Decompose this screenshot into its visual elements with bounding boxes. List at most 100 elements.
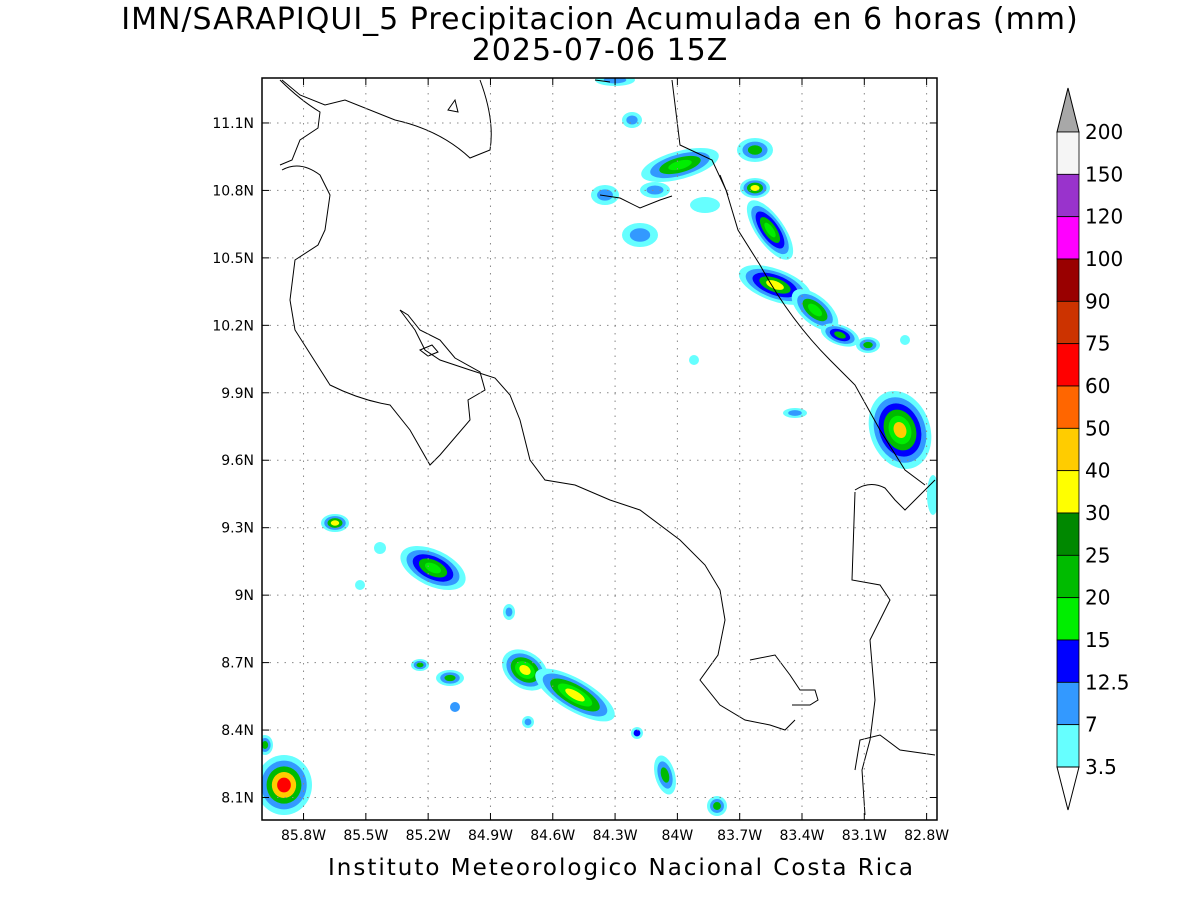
precip-contour bbox=[626, 115, 638, 125]
precip-cell bbox=[856, 337, 880, 353]
lon-tick-label: 83.1W bbox=[842, 828, 887, 844]
legend-swatch bbox=[1056, 681, 1080, 726]
precip-contour bbox=[444, 674, 456, 682]
legend-label: 75 bbox=[1085, 332, 1110, 356]
legend-label: 60 bbox=[1085, 374, 1110, 398]
precip-contour bbox=[374, 542, 386, 554]
precip-cell bbox=[791, 289, 839, 331]
precip-contour bbox=[330, 520, 340, 526]
precip-cell bbox=[900, 335, 910, 345]
burica-peninsula bbox=[854, 734, 936, 771]
precip-cell bbox=[689, 355, 699, 365]
precip-contour bbox=[834, 331, 846, 339]
precip-cell bbox=[262, 755, 312, 815]
caribbean-coast-north bbox=[594, 79, 611, 83]
legend-swatch bbox=[1056, 470, 1080, 514]
precip-contour bbox=[863, 341, 873, 349]
precip-cell bbox=[690, 197, 720, 213]
chart-subtitle-date: 2025-07-06 15Z bbox=[471, 33, 729, 68]
grid-lines bbox=[262, 78, 937, 820]
legend-label: 7 bbox=[1085, 713, 1098, 737]
precip-contour bbox=[450, 702, 460, 712]
lat-tick-label: 8.7N bbox=[221, 656, 254, 672]
precip-cell bbox=[262, 735, 273, 755]
legend-swatch bbox=[1056, 385, 1080, 429]
precip-contour bbox=[893, 421, 907, 439]
lat-tick-label: 11.1N bbox=[212, 116, 254, 132]
precip-cell bbox=[503, 604, 515, 620]
precip-cell bbox=[411, 659, 429, 671]
precip-cell bbox=[654, 755, 676, 795]
precip-cell bbox=[622, 223, 658, 247]
precip-contour bbox=[900, 335, 910, 345]
precip-contour bbox=[519, 664, 531, 676]
legend-label: 200 bbox=[1085, 120, 1123, 144]
panama-border bbox=[854, 479, 936, 511]
legend-label: 12.5 bbox=[1085, 670, 1130, 694]
lat-tick-label: 9.3N bbox=[221, 521, 254, 537]
lon-tick-label: 83.7W bbox=[717, 828, 762, 844]
precip-cell bbox=[400, 545, 466, 591]
precip-cell bbox=[374, 542, 386, 554]
precip-cell bbox=[535, 668, 615, 722]
chira-island bbox=[419, 344, 439, 357]
legend-bottom-arrow bbox=[1056, 766, 1080, 811]
osa-peninsula bbox=[749, 654, 819, 706]
legend-label: 90 bbox=[1085, 289, 1110, 313]
lon-tick-label: 85.2W bbox=[406, 828, 451, 844]
legend-swatch bbox=[1056, 173, 1080, 218]
precip-contour bbox=[355, 580, 365, 590]
precip-cell bbox=[522, 716, 534, 728]
lake-nicaragua-shore bbox=[279, 79, 321, 166]
legend-swatch bbox=[1056, 300, 1080, 345]
precip-cell bbox=[631, 727, 643, 739]
lat-tick-label: 9.9N bbox=[221, 386, 254, 402]
precip-contour bbox=[646, 185, 664, 195]
legend-label: 15 bbox=[1085, 628, 1110, 652]
precip-cell bbox=[591, 185, 619, 205]
lat-tick-label: 10.2N bbox=[212, 318, 254, 334]
map-frame bbox=[261, 77, 938, 821]
lon-tick-label: 84.9W bbox=[468, 828, 513, 844]
precip-contour bbox=[565, 688, 585, 702]
lon-tick-label: 84W bbox=[662, 828, 694, 844]
precip-contour bbox=[750, 184, 760, 192]
longitude-ticks: 85.8W 85.5W 85.2W 84.9W 84.6W 84.3W 84W 83.7W 83… bbox=[281, 78, 949, 844]
precip-contour bbox=[277, 777, 291, 793]
lat-tick-label: 9.6N bbox=[221, 453, 254, 469]
legend-swatch bbox=[1056, 554, 1080, 599]
precipitation-cells bbox=[262, 78, 937, 816]
legend-swatch bbox=[1056, 597, 1080, 641]
legend-label: 120 bbox=[1085, 205, 1123, 229]
legend-swatch bbox=[1056, 724, 1080, 768]
small-island bbox=[447, 98, 459, 113]
legend-swatch bbox=[1056, 216, 1080, 260]
precip-contour bbox=[416, 662, 424, 668]
lon-tick-label: 84.6W bbox=[530, 828, 575, 844]
lon-tick-label: 85.5W bbox=[343, 828, 388, 844]
coast-north-nicaragua bbox=[599, 194, 673, 209]
lat-tick-label: 10.8N bbox=[212, 183, 254, 199]
precip-contour bbox=[788, 410, 802, 416]
nicoya-peninsula bbox=[281, 165, 486, 466]
precip-contour bbox=[629, 228, 651, 242]
precip-contour bbox=[764, 222, 776, 238]
coast-limon bbox=[719, 174, 729, 196]
precip-cell bbox=[737, 138, 773, 162]
precip-contour bbox=[690, 197, 720, 213]
lon-tick-label: 85.8W bbox=[281, 828, 326, 844]
precip-contour bbox=[660, 767, 670, 783]
legend-swatch bbox=[1056, 131, 1080, 175]
legend-label: 3.5 bbox=[1085, 755, 1117, 779]
legend-swatch bbox=[1056, 258, 1080, 302]
legend-label: 20 bbox=[1085, 586, 1110, 610]
footer-credit: Instituto Meteorologico Nacional Costa R… bbox=[328, 855, 915, 881]
color-legend: 200 150 120 100 90 75 60 50 40 30 25 20 15 12.5 7 3.5 bbox=[1056, 87, 1130, 811]
precip-cell bbox=[783, 408, 807, 418]
precip-cell bbox=[450, 702, 460, 712]
lat-tick-label: 8.1N bbox=[221, 791, 254, 807]
panama-border-south bbox=[851, 491, 891, 816]
legend-label: 100 bbox=[1085, 247, 1123, 271]
precip-cell bbox=[746, 200, 794, 260]
